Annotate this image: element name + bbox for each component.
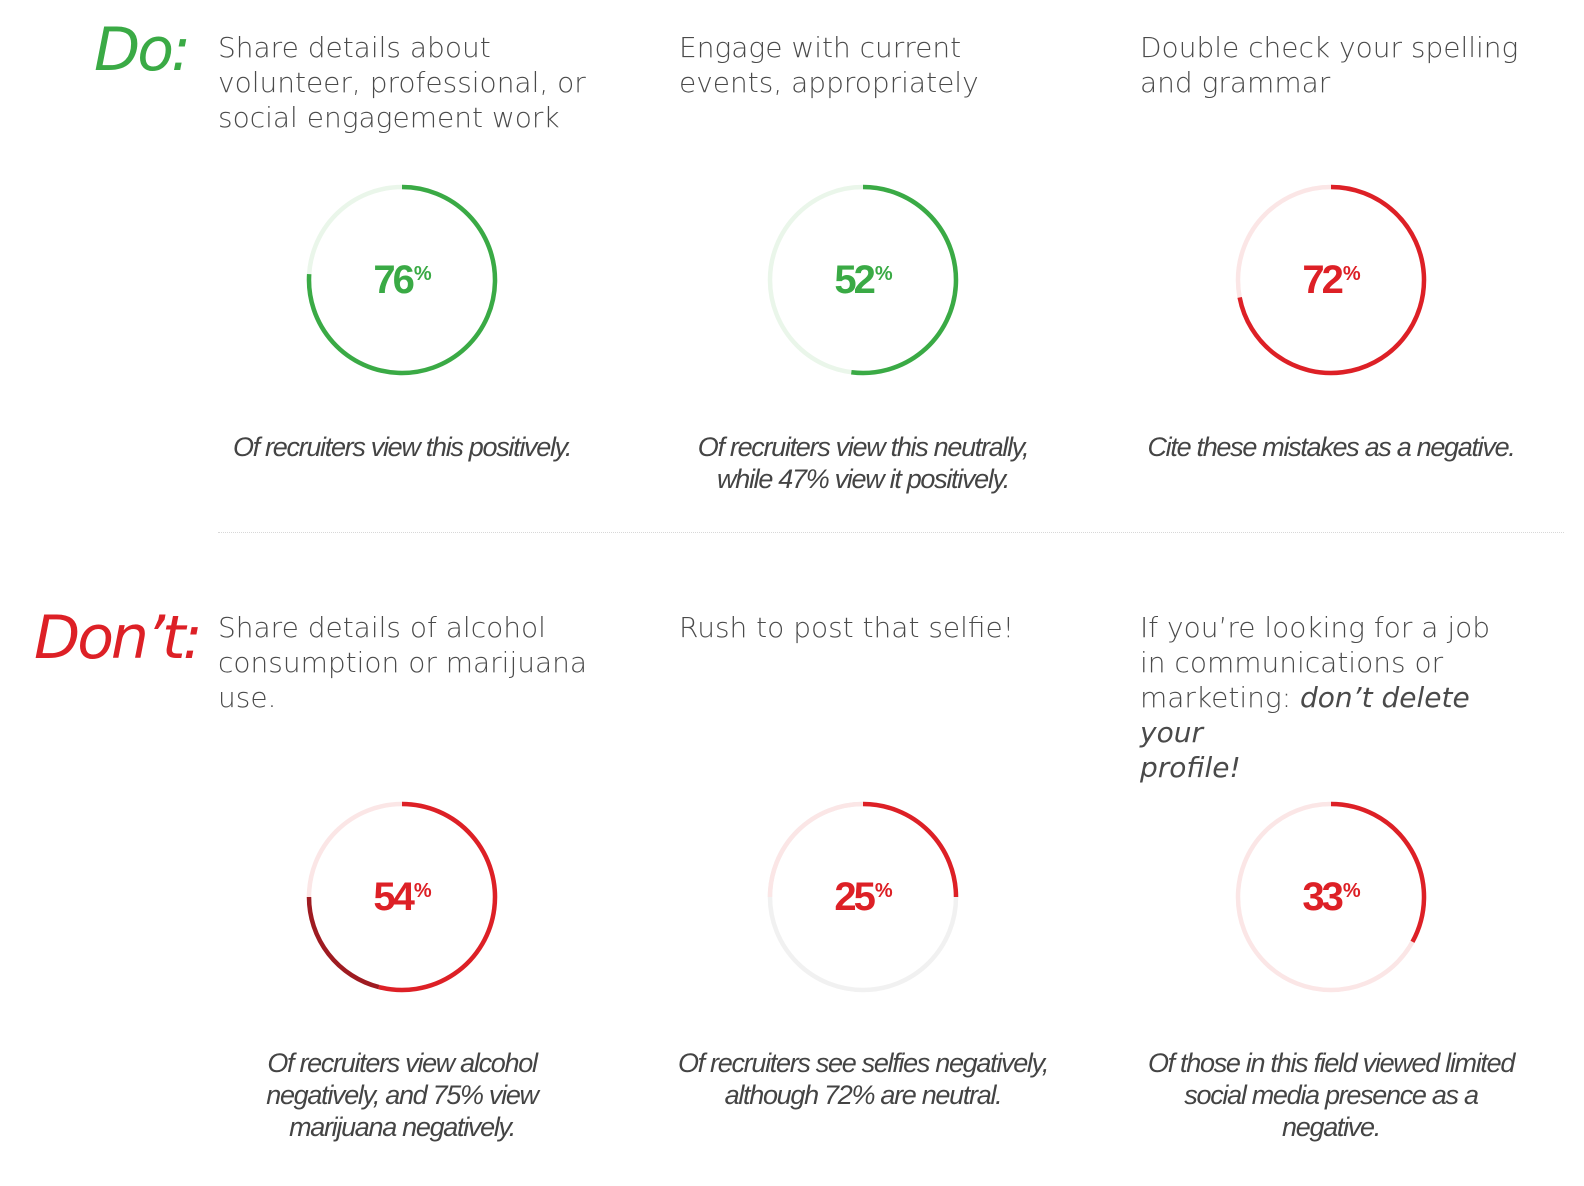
do-item-2: Engage with current events, appropriatel… bbox=[679, 30, 1059, 100]
ring-chart-6: 33% bbox=[1231, 797, 1431, 997]
ring-caption-6: Of those in this field viewed limited so… bbox=[1147, 1048, 1515, 1142]
ring-arc bbox=[862, 801, 959, 898]
section-divider bbox=[218, 532, 1564, 533]
ring-unit: % bbox=[874, 879, 893, 902]
ring-arc bbox=[1330, 801, 1427, 943]
ring-value: 72% bbox=[1231, 180, 1431, 380]
ring-unit: % bbox=[413, 262, 432, 285]
item-heading: Share details about volunteer, professio… bbox=[218, 31, 586, 134]
ring-chart-3: 72% bbox=[1231, 180, 1431, 380]
item-heading: Double check your spelling and grammar bbox=[1140, 31, 1519, 99]
ring-svg bbox=[306, 184, 498, 376]
ring-arc-secondary bbox=[306, 896, 380, 990]
ring-unit: % bbox=[1342, 879, 1361, 902]
ring-value: 25% bbox=[763, 797, 963, 997]
ring-chart-2: 52% bbox=[763, 180, 963, 380]
do-item-1: Share details about volunteer, professio… bbox=[218, 30, 598, 135]
ring-value: 76% bbox=[302, 180, 502, 380]
item-heading-text: If you’re looking for a job in communica… bbox=[1140, 611, 1491, 714]
item-heading: If you’re looking for a job in communica… bbox=[1140, 610, 1520, 785]
item-heading: Engage with current events, appropriatel… bbox=[679, 31, 979, 99]
do-label: Do: bbox=[94, 15, 191, 85]
ring-unit: % bbox=[1342, 262, 1361, 285]
ring-number: 76 bbox=[373, 257, 414, 302]
item-heading-emphasis: don’t delete your profile! bbox=[1140, 681, 1470, 784]
ring-track-tint bbox=[767, 801, 864, 898]
ring-svg bbox=[306, 801, 498, 993]
ring-unit: % bbox=[874, 262, 893, 285]
dont-item-2: Rush to post that selfie! bbox=[679, 610, 1059, 645]
ring-caption-1: Of recruiters view this positively. bbox=[232, 432, 572, 462]
ring-value: 33% bbox=[1231, 797, 1431, 997]
ring-number: 54 bbox=[373, 874, 414, 919]
ring-arc bbox=[306, 184, 498, 376]
ring-number: 52 bbox=[834, 257, 875, 302]
ring-number: 25 bbox=[834, 874, 875, 919]
ring-caption-5: Of recruiters see selfies negatively, al… bbox=[677, 1048, 1049, 1110]
ring-svg bbox=[767, 801, 959, 993]
item-heading: Rush to post that selfie! bbox=[679, 611, 1015, 644]
ring-chart-4: 54% bbox=[302, 797, 502, 997]
ring-chart-5: 25% bbox=[763, 797, 963, 997]
ring-value: 52% bbox=[763, 180, 963, 380]
ring-arc bbox=[851, 184, 959, 376]
ring-chart-1: 76% bbox=[302, 180, 502, 380]
ring-number: 72 bbox=[1302, 257, 1343, 302]
ring-unit: % bbox=[413, 879, 432, 902]
ring-caption-3: Cite these mistakes as a negative. bbox=[1147, 432, 1515, 462]
ring-number: 33 bbox=[1302, 874, 1343, 919]
ring-svg bbox=[1235, 184, 1427, 376]
ring-svg bbox=[767, 184, 959, 376]
ring-arc bbox=[378, 801, 498, 993]
ring-value: 54% bbox=[302, 797, 502, 997]
do-item-3: Double check your spelling and grammar bbox=[1140, 30, 1520, 100]
ring-caption-2: Of recruiters view this neutrally, while… bbox=[697, 432, 1030, 494]
dont-item-3: If you’re looking for a job in communica… bbox=[1140, 610, 1520, 785]
dont-item-1: Share details of alcohol consumption or … bbox=[218, 610, 598, 715]
ring-caption-4: Of recruiters view alcohol negatively, a… bbox=[266, 1048, 539, 1142]
item-heading: Share details of alcohol consumption or … bbox=[218, 611, 588, 714]
dont-label: Don’t: bbox=[34, 603, 203, 673]
ring-svg bbox=[1235, 801, 1427, 993]
ring-arc bbox=[1237, 184, 1427, 376]
